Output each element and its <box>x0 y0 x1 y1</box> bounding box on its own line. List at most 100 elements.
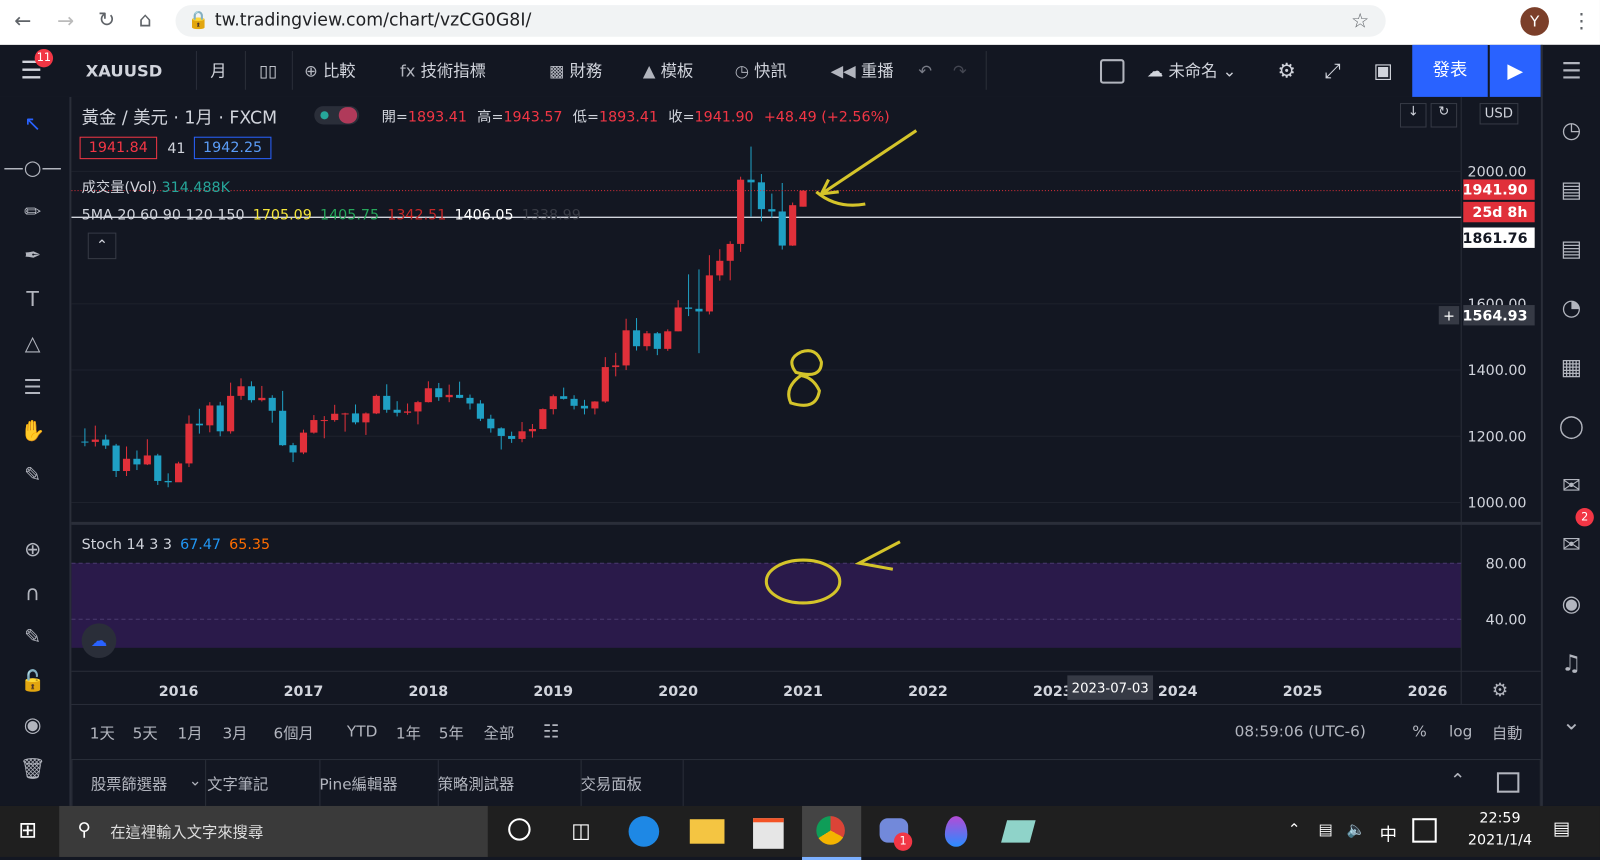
ime-mode[interactable] <box>1412 818 1437 843</box>
range-button[interactable]: 1月 <box>177 724 203 743</box>
chart-style[interactable]: ▯▯ <box>259 61 278 81</box>
tool-icon[interactable]: ✒ <box>24 242 42 268</box>
panel-tab[interactable]: 文字筆記 <box>207 775 269 794</box>
widget-icon[interactable]: ◷ <box>1561 118 1582 144</box>
widget-icon[interactable]: ✉ <box>1562 473 1581 499</box>
edge[interactable] <box>628 816 660 847</box>
toolbar-item[interactable]: ◷ 快訊 <box>735 45 787 97</box>
toolbar-item[interactable]: ▩ 財務 <box>549 45 602 97</box>
action-center[interactable]: ▤ <box>1553 818 1571 840</box>
tool-icon[interactable]: T <box>26 286 39 312</box>
tool-icon[interactable]: ∩ <box>25 580 41 605</box>
toolbar-item[interactable]: fx 技術指標 <box>400 45 486 97</box>
range-button[interactable]: 3月 <box>222 724 248 743</box>
widget-icon[interactable]: ◉ <box>1561 591 1582 618</box>
explorer[interactable] <box>689 819 725 844</box>
toolbar-item[interactable]: ⊕ 比較 <box>304 45 356 97</box>
range-button[interactable]: 1天 <box>89 724 115 743</box>
tray-network[interactable]: ▤ <box>1318 820 1333 839</box>
tool-icon[interactable]: ↖ <box>24 111 42 136</box>
menu-button[interactable]: ⋮ <box>1571 8 1592 33</box>
toolbar-item[interactable]: ▲ 模板 <box>643 45 693 97</box>
publish-button[interactable]: 發表 <box>1412 44 1488 97</box>
widget-icon[interactable]: ♫ <box>1561 650 1582 677</box>
tray-up[interactable]: ⌃ <box>1287 820 1301 839</box>
axis-settings[interactable]: ⚙ <box>1492 680 1508 701</box>
snapshot[interactable]: ▣ <box>1373 58 1393 83</box>
goto-date[interactable]: ☷ <box>542 721 560 743</box>
legend-ohlc: 開=1893.41 高=1943.57 低=1893.41 收=1941.90 +48.… <box>382 106 890 126</box>
axes: 1000.001200.001400.001600.002000.0080.00… <box>71 165 1535 700</box>
notes[interactable] <box>1001 820 1036 843</box>
store[interactable] <box>753 818 784 849</box>
search-box[interactable]: ⚲ 在這裡輸入文字來搜尋 <box>59 805 488 857</box>
fullscreen[interactable]: ⤢ <box>1324 58 1341 83</box>
tool-icon[interactable]: ◉ <box>23 712 42 737</box>
panel-tab[interactable]: Pine編輯器 <box>319 775 398 794</box>
widget-icon[interactable]: ✉ <box>1562 532 1581 559</box>
tool-icon[interactable]: 🔓 <box>19 668 46 693</box>
scale-option[interactable]: log <box>1448 722 1473 741</box>
range-button[interactable]: 1年 <box>395 724 421 743</box>
range-button[interactable]: 5天 <box>132 724 158 743</box>
interval[interactable]: 月 <box>210 61 227 81</box>
panel-tab[interactable]: 策略測試器 <box>437 775 515 794</box>
candle-body <box>726 243 734 261</box>
tool-icon[interactable]: △ <box>24 330 41 356</box>
scroll-btn[interactable]: ↓ <box>1399 103 1427 128</box>
tray-time: 22:59 <box>1479 810 1521 827</box>
symbol[interactable]: XAUUSD <box>85 61 163 81</box>
range-button[interactable]: 全部 <box>483 724 515 743</box>
ime[interactable]: 中 <box>1379 825 1397 846</box>
widget-icon[interactable]: ▤ <box>1560 236 1583 263</box>
tool-icon[interactable]: 🗑 <box>19 755 46 781</box>
panel-maximize[interactable] <box>1496 772 1520 793</box>
widget-icon[interactable]: ▦ <box>1560 355 1583 381</box>
start-button[interactable]: ⊞ <box>18 818 38 844</box>
toolbar-item[interactable]: ◀◀ 重播 <box>831 45 894 97</box>
widget-icon[interactable]: ⌄ <box>1562 710 1581 736</box>
panel-tab[interactable]: 交易面板 <box>580 775 642 794</box>
tab-dropdown[interactable]: ⌄ <box>188 771 202 790</box>
widget-icon[interactable]: ◔ <box>1561 295 1582 322</box>
scale-option[interactable]: 自動 <box>1491 724 1523 743</box>
tool-icon[interactable]: ✏ <box>24 198 42 224</box>
widget-icon[interactable]: ▤ <box>1560 177 1583 204</box>
apps[interactable]: ◫ <box>571 818 591 843</box>
chrome[interactable] <box>802 805 862 860</box>
tool-icon[interactable]: —○— <box>3 155 62 180</box>
bookmark-star[interactable]: ☆ <box>1351 8 1370 33</box>
redo[interactable]: ↷ <box>953 61 967 81</box>
currency[interactable]: USD <box>1479 103 1519 125</box>
profile-avatar[interactable]: Y <box>1520 7 1549 36</box>
range-button[interactable]: YTD <box>346 722 378 741</box>
tool-icon[interactable]: ⊕ <box>24 536 42 562</box>
layout-button[interactable] <box>1099 59 1125 84</box>
reset-btn[interactable]: ↻ <box>1430 103 1458 128</box>
panel-tab[interactable]: 股票篩選器 <box>90 775 168 794</box>
x-tick-label: 2022 <box>908 684 948 700</box>
widget-icon[interactable]: ☰ <box>1561 59 1582 85</box>
task-view[interactable] <box>508 818 531 841</box>
range-button[interactable]: 5年 <box>438 724 464 743</box>
paint[interactable] <box>944 816 968 847</box>
collapse-legend[interactable]: ⌃ <box>87 232 117 260</box>
settings[interactable]: ⚙ <box>1277 58 1296 83</box>
tray-volume[interactable]: 🔈 <box>1346 820 1366 839</box>
widget-icon[interactable]: ◯ <box>1558 414 1584 440</box>
back-button[interactable]: ← <box>14 8 32 33</box>
tool-icon[interactable]: ☰ <box>23 374 42 399</box>
tool-icon[interactable]: ✋ <box>19 418 46 443</box>
tool-icon[interactable]: ✎ <box>24 624 42 649</box>
home-button[interactable]: ⌂ <box>138 7 152 32</box>
forward-button[interactable]: → <box>57 8 75 33</box>
tool-icon[interactable]: ✎ <box>24 462 42 487</box>
reload-button[interactable]: ↻ <box>97 7 116 32</box>
panel-collapse[interactable]: ⌃ <box>1449 770 1466 792</box>
layout-name[interactable]: ☁ 未命名 ⌄ <box>1146 61 1237 81</box>
play-button[interactable]: ▶ <box>1489 44 1541 97</box>
range-button[interactable]: 6個月 <box>273 724 314 743</box>
address-bar[interactable]: 🔒 tw.tradingview.com/chart/vzCG0G8I/ <box>175 5 1386 37</box>
scale-option[interactable]: % <box>1412 722 1427 741</box>
undo[interactable]: ↶ <box>918 61 933 81</box>
